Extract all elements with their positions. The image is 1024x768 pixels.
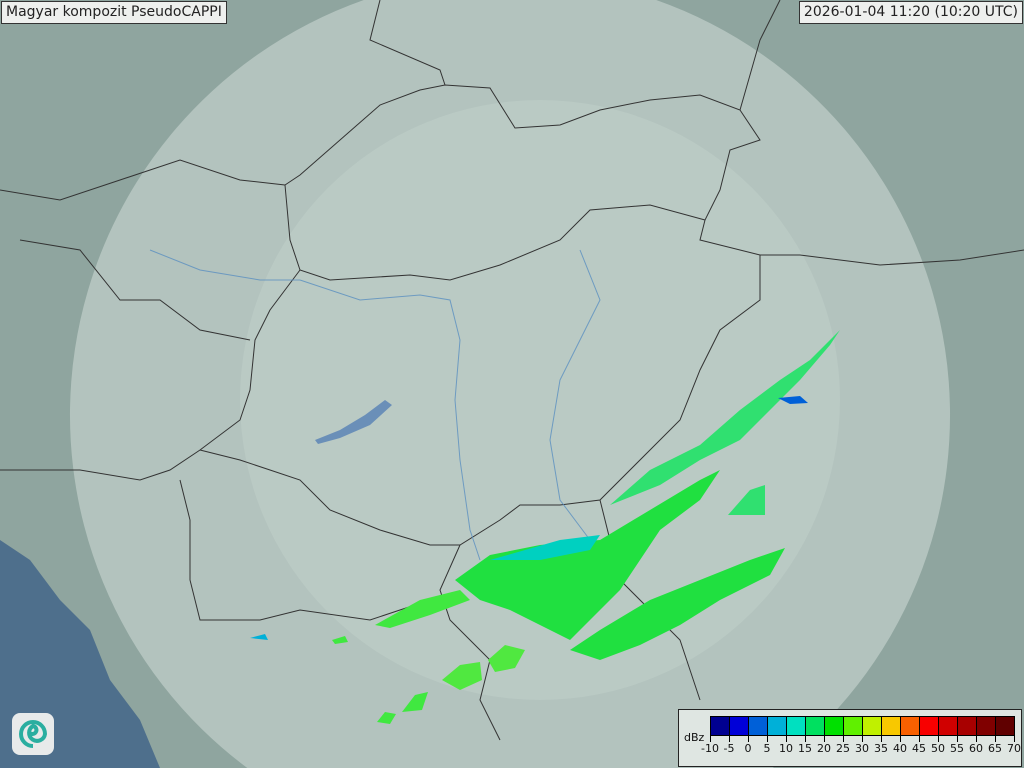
legend-tick: [786, 736, 787, 742]
legend-tick: [767, 736, 768, 742]
legend-tick-label: -10: [701, 742, 719, 755]
legend-tick: [900, 736, 901, 742]
met-service-swirl-logo-icon: [12, 713, 54, 755]
legend-swatch: [711, 717, 730, 735]
legend-tick: [938, 736, 939, 742]
legend-swatch: [787, 717, 806, 735]
legend-tick-label: -5: [723, 742, 735, 755]
legend-swatch: [844, 717, 863, 735]
legend-swatch: [730, 717, 749, 735]
echo-cell-sw4: [377, 712, 396, 724]
precipitation-echoes: [250, 330, 840, 724]
legend-swatch: [939, 717, 958, 735]
legend-tick-label: 60: [969, 742, 983, 755]
legend-tick-label: 5: [763, 742, 771, 755]
echo-cell-sw3: [402, 692, 428, 712]
legend-tick: [729, 736, 730, 742]
legend-swatch: [749, 717, 768, 735]
legend-tick-label: 15: [798, 742, 812, 755]
echo-cell-east: [728, 485, 765, 515]
legend-tick-label: 30: [855, 742, 869, 755]
legend-tick: [919, 736, 920, 742]
map-title: Magyar kompozit PseudoCAPPI: [1, 1, 227, 24]
echo-band-west: [375, 590, 470, 628]
echo-band-north: [610, 330, 840, 505]
legend-color-bar: [710, 716, 1015, 736]
legend-tick: [748, 736, 749, 742]
legend-tick: [976, 736, 977, 742]
echo-cell-sw1: [442, 662, 482, 690]
legend-swatch: [863, 717, 882, 735]
adriatic-sea: [0, 540, 160, 768]
legend-tick-label: 35: [874, 742, 888, 755]
legend-tick-label: 55: [950, 742, 964, 755]
lake-balaton: [315, 400, 392, 444]
legend-tick: [710, 736, 711, 742]
legend-tick-label: 40: [893, 742, 907, 755]
legend-tick: [995, 736, 996, 742]
legend-tick-label: 25: [836, 742, 850, 755]
legend-tick: [824, 736, 825, 742]
legend-swatch: [768, 717, 787, 735]
legend-tick-label: 50: [931, 742, 945, 755]
legend-swatch: [920, 717, 939, 735]
radar-coverage-inner: [240, 100, 840, 700]
legend-swatch: [882, 717, 901, 735]
legend-tick-label: 0: [744, 742, 752, 755]
legend-swatch: [958, 717, 977, 735]
legend-swatch: [977, 717, 996, 735]
legend-swatch: [825, 717, 844, 735]
echo-cyan-fringe: [490, 535, 600, 560]
legend-tick-label: 10: [779, 742, 793, 755]
legend-tick: [957, 736, 958, 742]
timestamp: 2026-01-04 11:20 (10:20 UTC): [798, 1, 1023, 24]
echo-band-main: [455, 470, 720, 640]
legend-tick: [805, 736, 806, 742]
rivers: [149, 249, 601, 561]
legend-tick: [843, 736, 844, 742]
echo-band-southeast: [570, 548, 785, 660]
echo-cell-blue: [778, 396, 808, 404]
echo-cell-sw2: [488, 645, 525, 672]
legend-swatch: [901, 717, 920, 735]
legend-tick: [881, 736, 882, 742]
legend-swatch: [806, 717, 825, 735]
legend-tick-label: 20: [817, 742, 831, 755]
legend-tick: [1014, 736, 1015, 742]
dbz-legend: dBz -10 -5 0 5 10 15 20 25 30 35 40 45 50 55 60 65 70: [678, 709, 1022, 767]
legend-tick-label: 65: [988, 742, 1002, 755]
legend-tick-label: 45: [912, 742, 926, 755]
legend-unit: dBz: [684, 731, 705, 744]
country-borders: [0, 0, 1024, 741]
echo-cell-small-far-west: [250, 634, 268, 640]
legend-swatch: [996, 717, 1014, 735]
legend-tick: [862, 736, 863, 742]
legend-tick-label: 70: [1007, 742, 1021, 755]
echo-cell-small-west: [332, 636, 348, 644]
